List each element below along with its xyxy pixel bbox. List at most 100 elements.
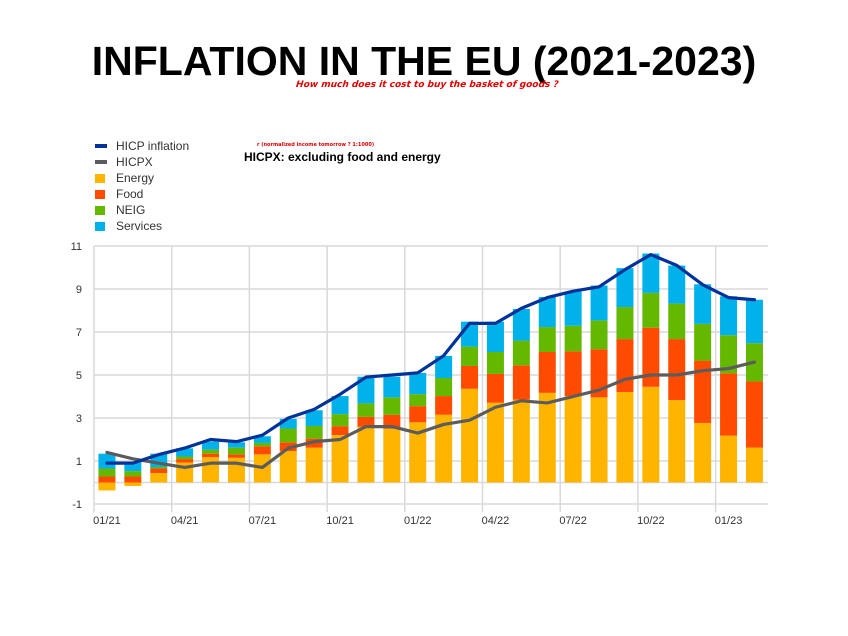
legend-swatch-hicpx <box>95 160 107 164</box>
bar-food-02-23 <box>745 381 763 448</box>
bar-food-01-22 <box>409 406 427 423</box>
bar-food-12-22 <box>694 360 712 423</box>
bar-energy-10-21 <box>331 434 349 483</box>
x-tick-label: 10/22 <box>637 515 665 527</box>
bar-neig-03-21 <box>150 467 168 469</box>
bar-food-09-22 <box>616 339 634 392</box>
legend-label: Food <box>116 187 144 201</box>
bar-food-10-22 <box>642 327 660 387</box>
bar-energy-09-21 <box>305 447 323 483</box>
legend-item-energy: Energy <box>95 170 189 186</box>
legend-swatch-services <box>95 221 105 231</box>
x-tick-label: 04/22 <box>482 515 510 527</box>
bar-food-11-22 <box>668 339 686 401</box>
bar-food-06-21 <box>227 454 245 458</box>
bar-services-05-21 <box>202 441 220 450</box>
legend-label: NEIG <box>116 203 146 217</box>
bar-neig-08-22 <box>590 320 608 350</box>
bar-neig-05-21 <box>202 449 220 454</box>
bar-neig-11-21 <box>357 403 375 417</box>
bar-food-05-22 <box>512 365 530 400</box>
bar-energy-05-22 <box>512 399 530 483</box>
y-tick-label: 3 <box>76 413 82 425</box>
bar-services-02-23 <box>745 299 763 344</box>
bar-energy-12-21 <box>383 428 401 483</box>
bar-neig-12-22 <box>694 323 712 361</box>
line-hicpx <box>105 360 757 470</box>
bar-food-01-21 <box>98 476 116 483</box>
bar-services-11-22 <box>668 265 686 304</box>
bar-neig-07-21 <box>253 442 271 447</box>
bar-food-07-22 <box>564 351 582 397</box>
bar-services-07-21 <box>253 436 271 443</box>
bar-neig-09-21 <box>305 425 323 439</box>
bar-services-09-21 <box>305 410 323 426</box>
bar-energy-02-21 <box>124 482 142 486</box>
x-tick-label: 01/21 <box>93 515 121 527</box>
bar-services-04-21 <box>176 448 194 457</box>
bar-energy-11-21 <box>357 426 375 483</box>
bar-neig-02-22 <box>435 378 453 397</box>
hicpx-definition-note: HICPX: excluding food and energy <box>244 150 441 164</box>
tiny-handwritten-note: r (normalized income tomorrow ? 1:1000) <box>257 142 375 148</box>
bar-neig-09-22 <box>616 307 634 340</box>
legend-item-services: Services <box>95 218 189 234</box>
bar-neig-01-22 <box>409 394 427 407</box>
bar-energy-05-21 <box>202 457 220 483</box>
bar-energy-08-21 <box>279 451 297 483</box>
line-hicp-inflation <box>105 253 757 465</box>
bar-energy-02-22 <box>435 414 453 483</box>
bar-neig-04-21 <box>176 456 194 460</box>
bar-food-05-21 <box>202 453 220 458</box>
bar-energy-09-22 <box>616 391 634 483</box>
bar-neig-04-22 <box>486 351 504 374</box>
x-tick-label: 07/21 <box>249 515 277 527</box>
bar-services-04-22 <box>486 321 504 352</box>
bar-energy-10-22 <box>642 386 660 483</box>
bar-food-10-21 <box>331 426 349 435</box>
bar-neig-11-22 <box>668 303 686 340</box>
bar-energy-03-22 <box>461 388 479 483</box>
x-tick-label: 01/22 <box>404 515 432 527</box>
bar-services-02-21 <box>124 461 142 472</box>
bar-energy-08-22 <box>590 397 608 483</box>
bar-services-01-22 <box>409 372 427 395</box>
y-tick-label: 7 <box>76 327 82 339</box>
bar-neig-07-22 <box>564 325 582 352</box>
bar-energy-06-21 <box>227 457 245 483</box>
page-title: INFLATION IN THE EU (2021-2023) <box>91 38 757 84</box>
bar-services-06-21 <box>227 442 245 448</box>
x-tick-label: 10/21 <box>326 515 354 527</box>
legend-item-hicp: HICP inflation <box>95 138 189 154</box>
legend-label: HICP inflation <box>116 139 190 153</box>
bar-neig-01-21 <box>98 468 116 477</box>
bar-food-03-21 <box>150 468 168 474</box>
bar-energy-03-21 <box>150 473 168 483</box>
bar-food-04-22 <box>486 373 504 403</box>
bar-neig-08-21 <box>279 428 297 443</box>
legend-label: HICPX <box>116 155 153 169</box>
bar-energy-01-23 <box>720 435 738 483</box>
bar-food-11-21 <box>357 416 375 427</box>
chart-legend: HICP inflation HICPX Energy Food NEIG Se… <box>95 138 189 234</box>
bar-energy-02-23 <box>745 447 763 483</box>
legend-swatch-neig <box>95 205 105 215</box>
bar-energy-07-22 <box>564 396 582 483</box>
bar-energy-01-21 <box>98 482 116 491</box>
bar-services-06-22 <box>538 296 556 328</box>
bar-services-08-22 <box>590 285 608 321</box>
bar-neig-06-22 <box>538 327 556 352</box>
x-tick-label: 04/21 <box>171 515 199 527</box>
bar-food-03-22 <box>461 365 479 389</box>
bar-neig-10-21 <box>331 414 349 427</box>
bar-energy-06-22 <box>538 392 556 483</box>
legend-swatch-food <box>95 189 105 199</box>
legend-item-hicpx: HICPX <box>95 154 189 170</box>
bar-services-10-22 <box>642 253 660 293</box>
bar-services-08-21 <box>279 418 297 429</box>
bar-food-02-21 <box>124 476 142 483</box>
bar-energy-11-22 <box>668 400 686 483</box>
bar-services-01-21 <box>98 453 116 469</box>
bar-services-09-22 <box>616 268 634 308</box>
